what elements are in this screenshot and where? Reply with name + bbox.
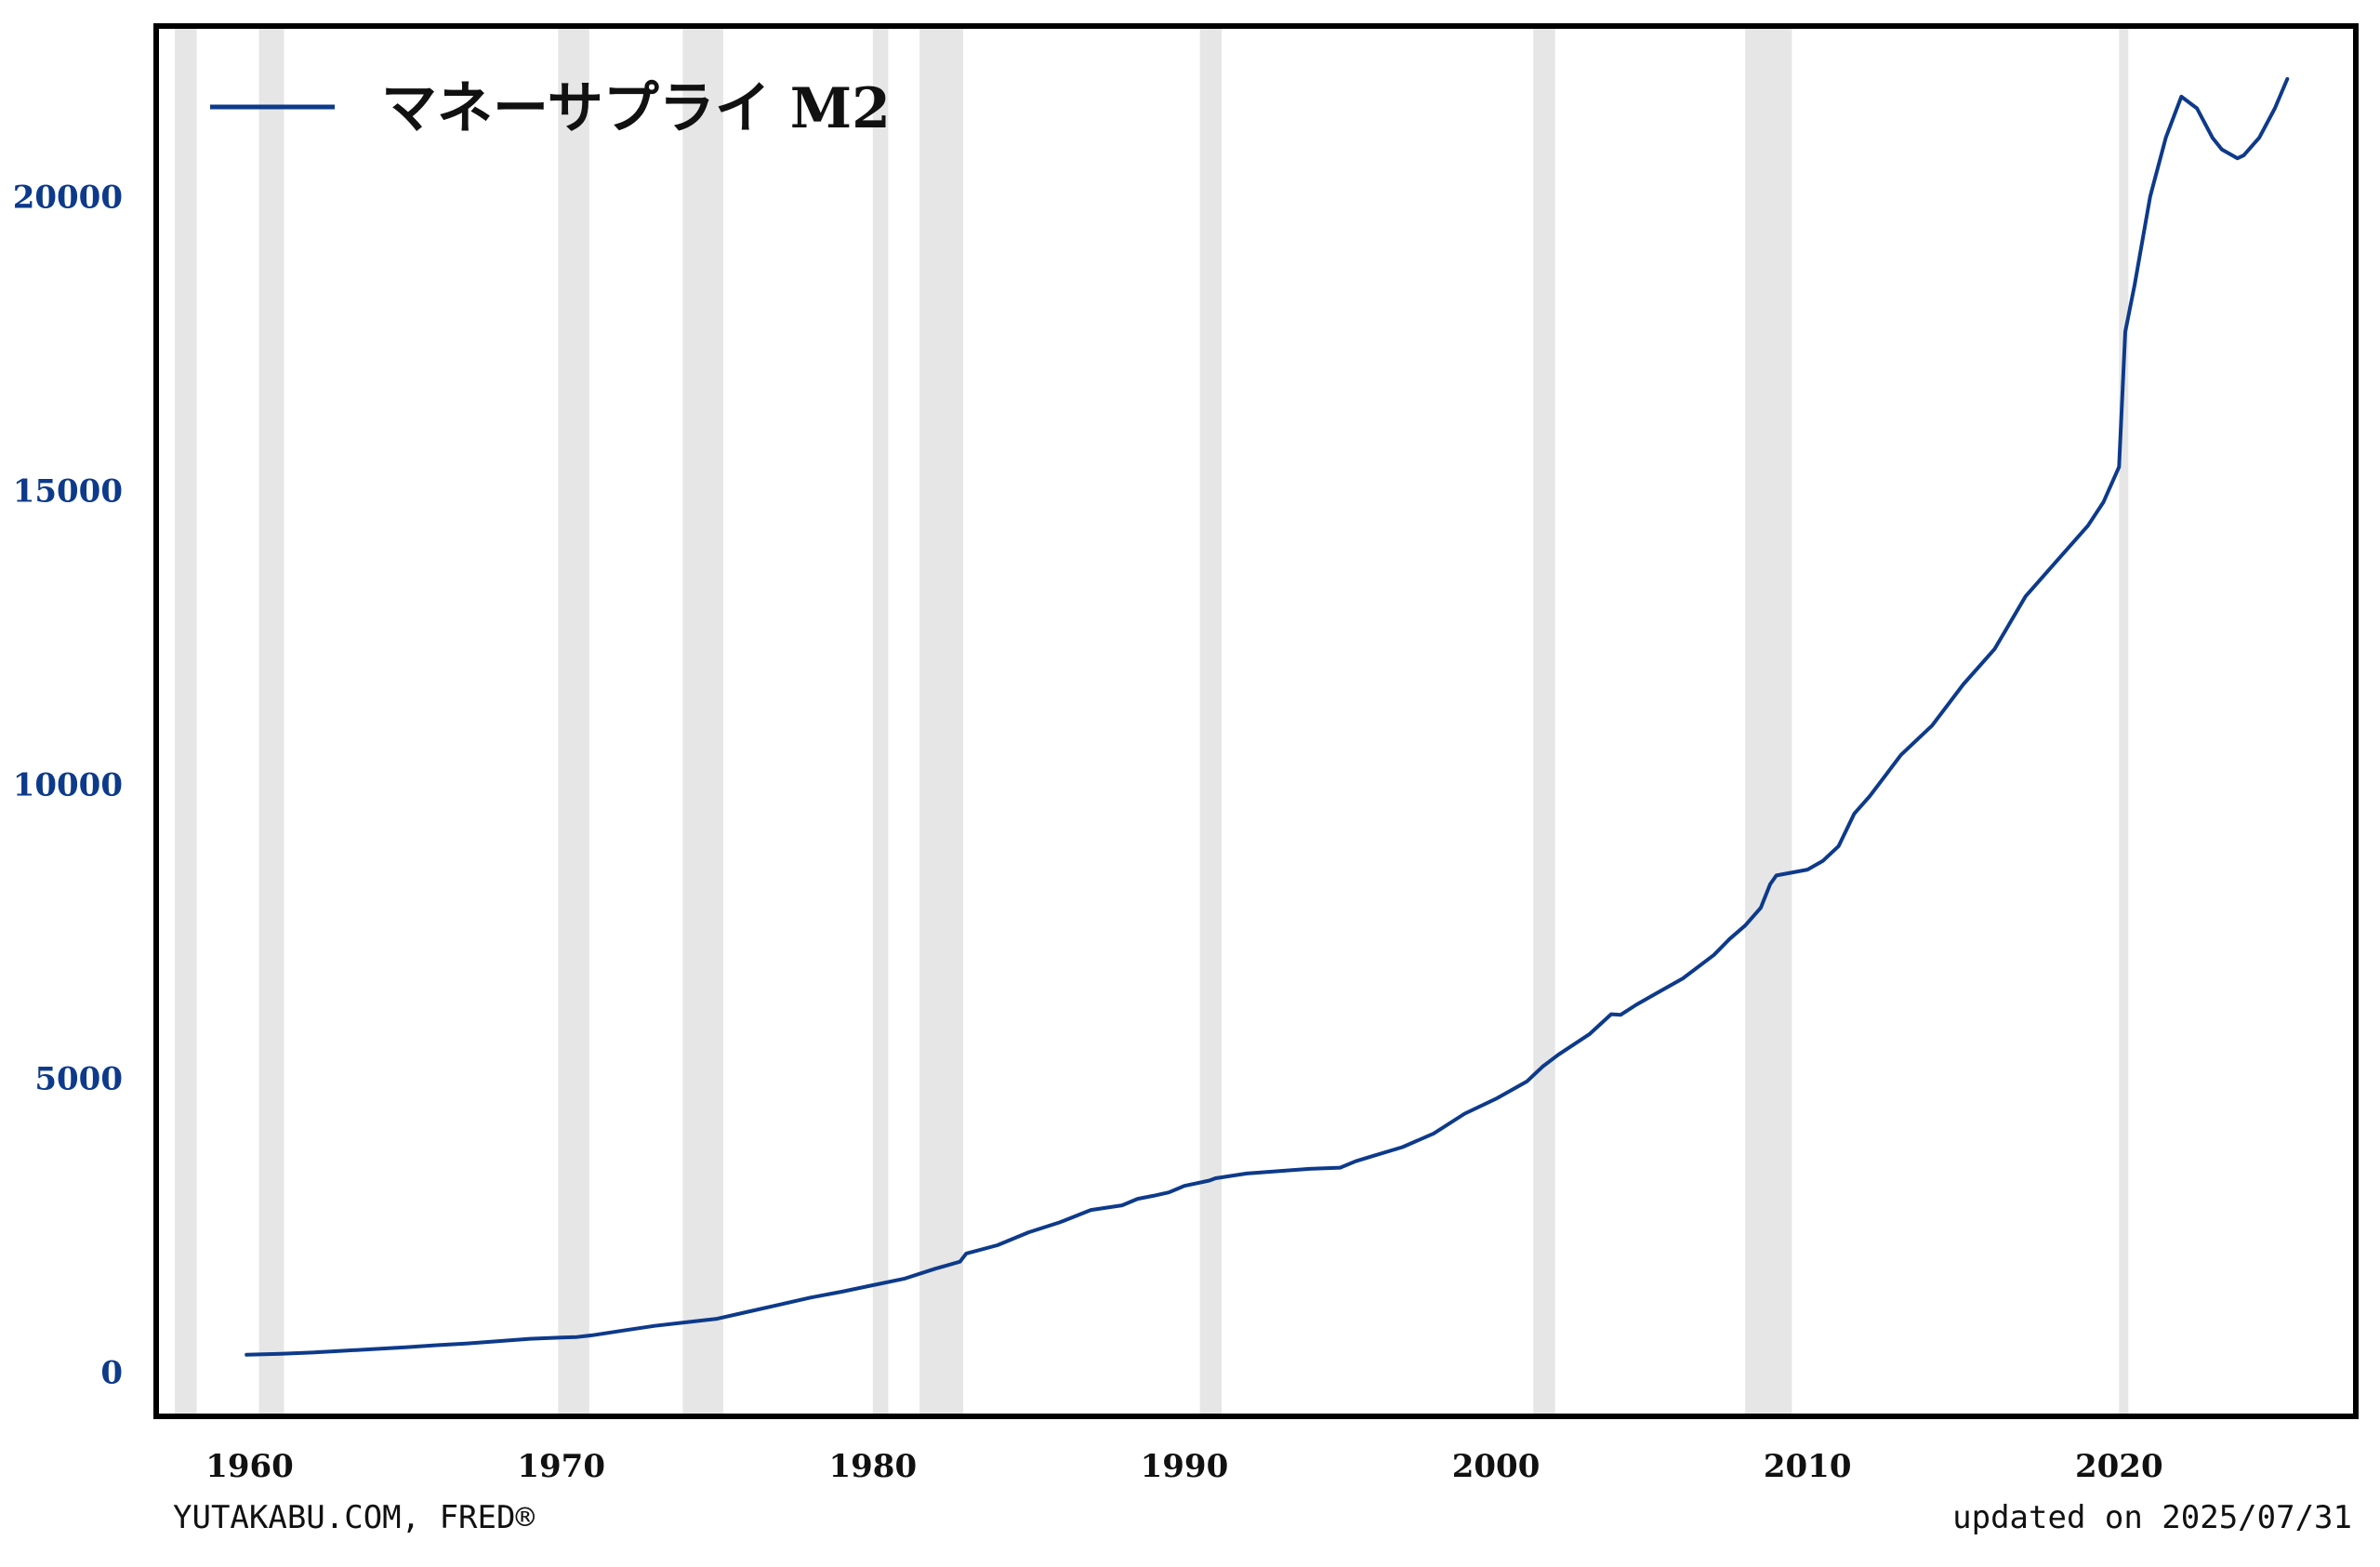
x-tick-label: 2000 bbox=[1452, 1448, 1540, 1485]
recession-band-9 bbox=[2119, 26, 2129, 1416]
legend-label: マネーサプライ M2 bbox=[381, 76, 891, 141]
series-lines bbox=[245, 76, 2290, 1357]
x-tick-label: 2020 bbox=[2075, 1448, 2163, 1485]
recession-band-5 bbox=[919, 26, 963, 1416]
y-tick-label: 5000 bbox=[34, 1061, 123, 1098]
source-note: YUTAKABU.COM, FRED® bbox=[173, 1499, 535, 1536]
recession-band-2 bbox=[558, 26, 589, 1416]
x-tick-label: 2010 bbox=[1764, 1448, 1852, 1485]
recession-band-7 bbox=[1533, 26, 1555, 1416]
x-tick-label: 1970 bbox=[517, 1448, 605, 1485]
updated-note: updated on 2025/07/31 bbox=[1952, 1499, 2352, 1536]
y-tick-label: 10000 bbox=[13, 766, 123, 803]
recession-band-8 bbox=[1745, 26, 1792, 1416]
x-tick-label: 1980 bbox=[828, 1448, 917, 1485]
recession-band-0 bbox=[175, 26, 197, 1416]
y-tick-label: 0 bbox=[100, 1355, 123, 1392]
x-tick-label: 1990 bbox=[1141, 1448, 1229, 1485]
recession-band-6 bbox=[1199, 26, 1223, 1416]
x-axis-ticks: 1960 1970 1980 1990 2000 2010 2020 bbox=[205, 1448, 2162, 1485]
legend: マネーサプライ M2 bbox=[210, 76, 891, 141]
plot-frame bbox=[153, 23, 2359, 1419]
x-tick-label: 1960 bbox=[205, 1448, 294, 1485]
recession-band-1 bbox=[258, 26, 284, 1416]
recession-band-3 bbox=[682, 26, 723, 1416]
y-tick-label: 20000 bbox=[13, 179, 123, 216]
recession-bands bbox=[175, 26, 2129, 1416]
recession-band-4 bbox=[872, 26, 889, 1416]
y-tick-label: 15000 bbox=[13, 472, 123, 510]
series-line-0 bbox=[245, 76, 2290, 1357]
y-axis-ticks: 0 5000 10000 15000 20000 bbox=[13, 179, 123, 1391]
